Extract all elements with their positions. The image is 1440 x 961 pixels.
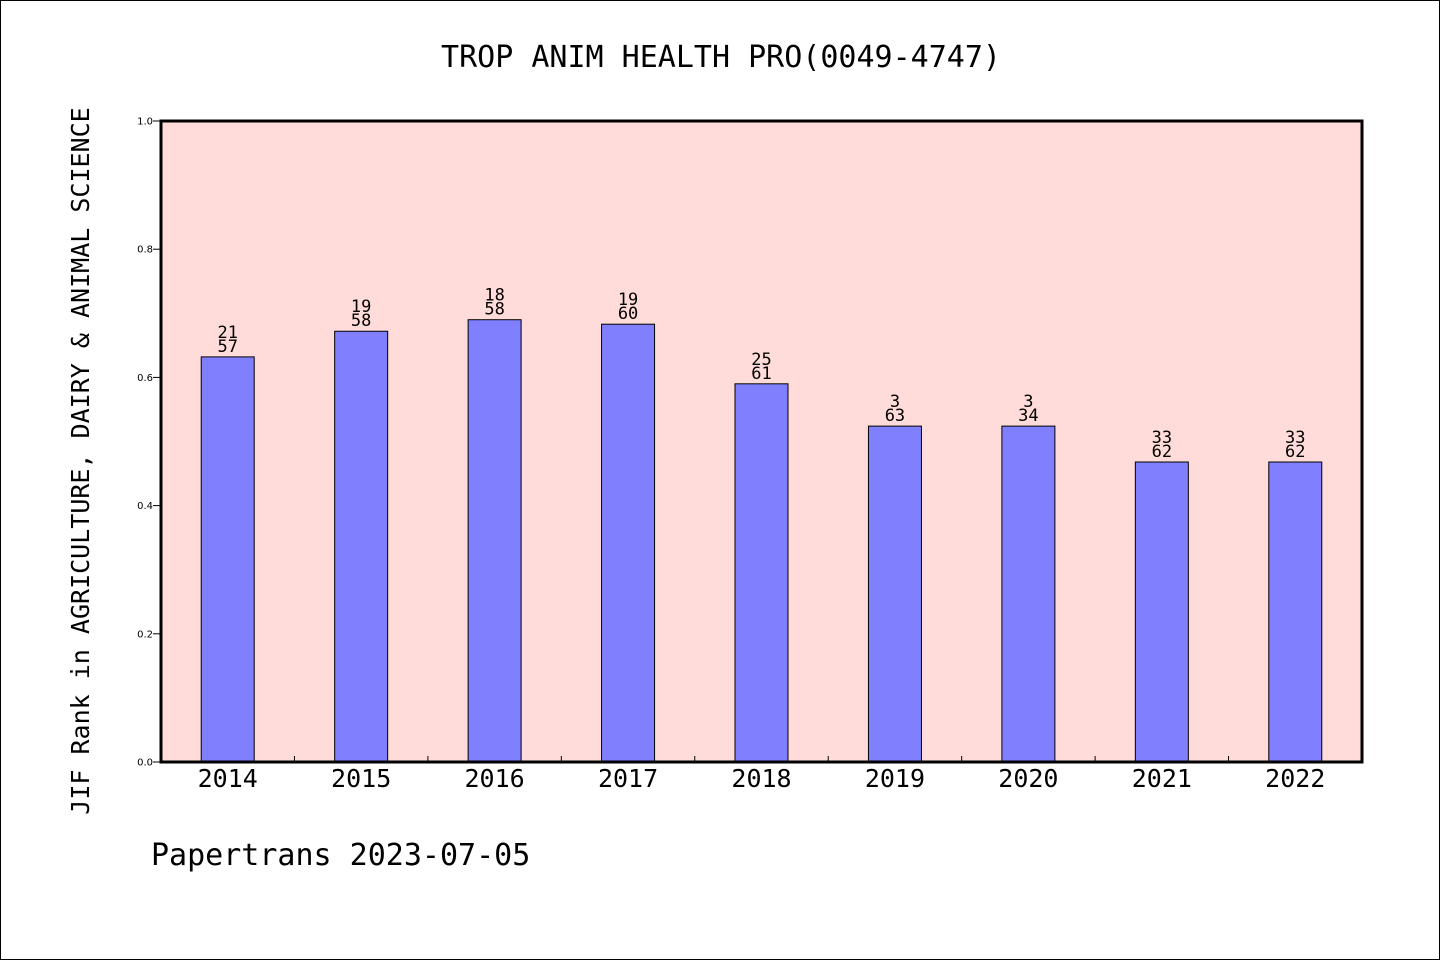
bar-rank-label: 25 [751, 350, 771, 370]
x-tick-label: 2014 [198, 764, 258, 793]
bar-2014 [200, 356, 255, 763]
y-tick-label: 1.0 [137, 117, 153, 128]
bar-total-label: 57 [217, 337, 237, 357]
chart-title: TROP ANIM HEALTH PRO(0049-4747) [441, 40, 1001, 75]
x-tick-label: 2015 [331, 764, 391, 793]
bar-2018 [734, 383, 789, 763]
bar-2016 [467, 319, 522, 763]
y-axis-label: JIF Rank in AGRICULTURE, DAIRY & ANIMAL … [66, 107, 95, 814]
bar-total-label: 58 [351, 311, 371, 331]
bar-total-label: 61 [751, 364, 771, 384]
bar-total-label: 62 [1285, 442, 1305, 462]
bar-2020 [1001, 425, 1056, 763]
y-tick-label: 0.2 [137, 629, 153, 640]
x-tick-label: 2019 [865, 764, 925, 793]
y-tick-label: 0.6 [137, 373, 153, 384]
bar-rank-label: 3 [890, 392, 900, 412]
bar-total-label: 58 [484, 300, 504, 320]
bar-rank-label: 18 [484, 286, 504, 306]
bar-rank-label: 3 [1023, 392, 1033, 412]
bar-2017 [601, 323, 656, 763]
bar-rank-label: 21 [217, 323, 237, 343]
plot-border [159, 119, 1364, 764]
bar-2022 [1268, 461, 1323, 763]
bar-rank-label: 33 [1152, 428, 1172, 448]
bar-total-label: 34 [1018, 406, 1038, 426]
bars-group [200, 319, 1323, 763]
y-tick-label: 0.8 [137, 245, 153, 256]
x-tick-label: 2020 [998, 764, 1058, 793]
bar-total-label: 60 [618, 304, 638, 324]
x-tick-label: 2018 [731, 764, 791, 793]
y-tick-label: 0.0 [137, 758, 153, 769]
bar-rank-label: 19 [351, 297, 371, 317]
bar-total-label: 62 [1152, 442, 1172, 462]
bar-2019 [867, 425, 922, 763]
bar-2021 [1134, 461, 1189, 763]
bar-rank-label: 33 [1285, 428, 1305, 448]
bar-2015 [334, 330, 389, 763]
y-tick-label: 0.4 [137, 501, 153, 512]
x-tick-label: 2016 [465, 764, 525, 793]
x-tick-label: 2022 [1265, 764, 1325, 793]
bar-total-label: 63 [885, 406, 905, 426]
x-tick-label: 2017 [598, 764, 658, 793]
footer-credit: Papertrans 2023-07-05 [151, 838, 530, 873]
bar-rank-label: 19 [618, 290, 638, 310]
x-tick-label: 2021 [1132, 764, 1192, 793]
y-axis: 0.0 0.2 0.4 0.6 0.8 1.0 [137, 117, 161, 769]
x-axis: 2014 2015 2016 2017 2018 2019 2020 2021 2022 [198, 756, 1325, 793]
